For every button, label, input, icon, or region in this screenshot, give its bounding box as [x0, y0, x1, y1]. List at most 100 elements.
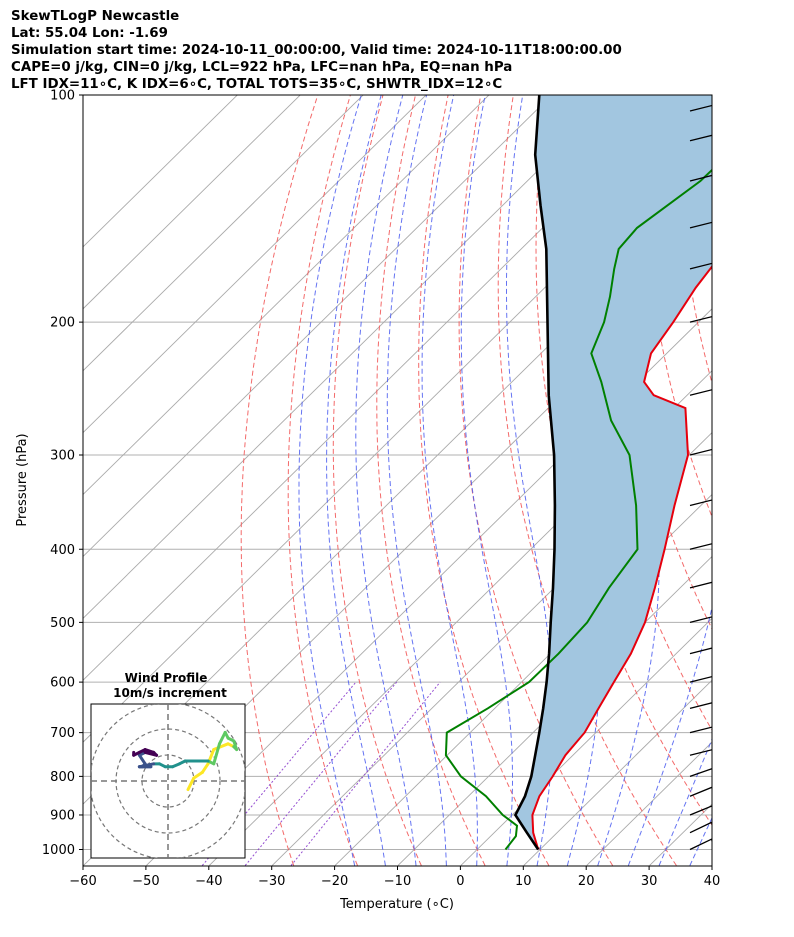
isotherm [271, 432, 712, 866]
inset-subtitle: 10m/s increment [113, 686, 227, 700]
y-tick-label: 800 [50, 770, 75, 785]
hodograph-segment [143, 748, 156, 754]
barb-staff [689, 262, 712, 270]
x-tick-label: −50 [132, 874, 159, 889]
wind-barb [689, 765, 723, 779]
barb-staff [689, 749, 712, 756]
wind-barb [689, 835, 723, 851]
barb-staff [689, 104, 712, 112]
x-axis-label: Temperature (∘C) [339, 897, 454, 912]
location-line: Lat: 55.04 Lon: -1.69 [11, 26, 168, 41]
y-tick-label: 1000 [42, 843, 75, 858]
barb-feather [722, 765, 723, 777]
x-tick-label: −30 [258, 874, 285, 889]
isotherm [83, 95, 490, 496]
isotherm [146, 308, 712, 866]
wind-barb [689, 647, 712, 655]
wind-profile-inset: Wind Profile 10m/s increment [90, 671, 246, 859]
barb-staff [689, 389, 712, 396]
dry-adiabat [240, 95, 319, 866]
dry-adiabat [774, 95, 794, 866]
y-tick-label: 100 [50, 89, 75, 104]
barb-staff [689, 647, 712, 655]
y-axis-label: Pressure (hPa) [15, 433, 30, 526]
wind-barb [689, 702, 712, 709]
index-line: LFT IDX=11∘C, K IDX=6∘C, TOTAL TOTS=35∘C… [11, 77, 503, 92]
hodograph-plot [91, 704, 245, 858]
y-tick-label: 900 [50, 808, 75, 823]
moist-adiabat [658, 737, 712, 866]
wind-barb [689, 499, 712, 507]
isotherm [83, 95, 427, 434]
cape-fill-layer [515, 95, 712, 850]
wind-barb [689, 315, 712, 323]
mixing-ratio-line [290, 681, 441, 866]
isotherm [713, 78, 794, 865]
wind-barb [689, 749, 712, 756]
moist-adiabat [460, 95, 513, 866]
barb-staff [689, 581, 712, 589]
barb-staff [689, 805, 712, 816]
time-line: Simulation start time: 2024-10-11_00:00:… [11, 43, 622, 58]
barb-feather [716, 837, 718, 849]
isotherm [775, 78, 794, 865]
wind-barb [689, 616, 712, 624]
barb-staff [689, 315, 712, 323]
x-tick-label: 10 [515, 874, 532, 889]
stability-line: CAPE=0 j/kg, CIN=0 j/kg, LCL=922 hPa, LF… [11, 60, 513, 75]
mixing-ratio-line [244, 681, 398, 866]
barb-feather [721, 802, 723, 814]
hodograph-segment [192, 770, 204, 780]
x-tick-label: −10 [384, 874, 411, 889]
dry-adiabat [418, 95, 550, 866]
barb-feather [717, 767, 718, 779]
barb-staff [689, 675, 712, 683]
dry-adiabat [458, 95, 614, 866]
wind-barb [689, 134, 712, 142]
barb-feather [721, 835, 723, 847]
x-tick-label: −20 [321, 874, 348, 889]
profile-lines-layer [444, 95, 712, 851]
wind-barb [689, 389, 712, 396]
barb-feather [717, 804, 719, 816]
wind-barb [689, 581, 712, 589]
dry-adiabat [376, 95, 486, 866]
moist-adiabat [355, 95, 417, 866]
barb-staff [689, 726, 712, 734]
barb-staff [689, 221, 712, 229]
dry-adiabat [535, 95, 712, 826]
wind-barb [689, 448, 712, 456]
barb-staff [689, 448, 712, 456]
x-tick-label: 0 [456, 874, 464, 889]
isotherm [83, 95, 301, 310]
hodograph-segment [217, 730, 227, 746]
isotherm [83, 95, 364, 372]
isotherm [397, 555, 712, 866]
dewpoint-line [444, 168, 712, 851]
barb-staff [689, 786, 712, 797]
temperature-line [531, 264, 712, 850]
barb-staff [689, 616, 712, 624]
y-tick-label: 300 [50, 448, 75, 463]
hodograph-segment [212, 742, 221, 766]
barb-staff [689, 543, 712, 550]
isotherm [460, 617, 712, 866]
y-tick-label: 200 [50, 316, 75, 331]
wind-barb [689, 543, 712, 550]
moist-adiabat [386, 95, 447, 866]
moist-adiabat [298, 95, 362, 866]
hodograph-segment [186, 776, 196, 792]
wind-barb [689, 174, 712, 182]
barb-feather [716, 820, 718, 832]
barb-staff [689, 767, 712, 777]
barb-staff [689, 174, 712, 182]
isotherm [334, 493, 712, 866]
barb-staff [689, 134, 712, 142]
moist-adiabat [627, 95, 712, 866]
wind-barb [689, 786, 712, 797]
barb-staff [689, 702, 712, 709]
y-tick-label: 400 [50, 543, 75, 558]
moist-adiabat [421, 95, 478, 866]
